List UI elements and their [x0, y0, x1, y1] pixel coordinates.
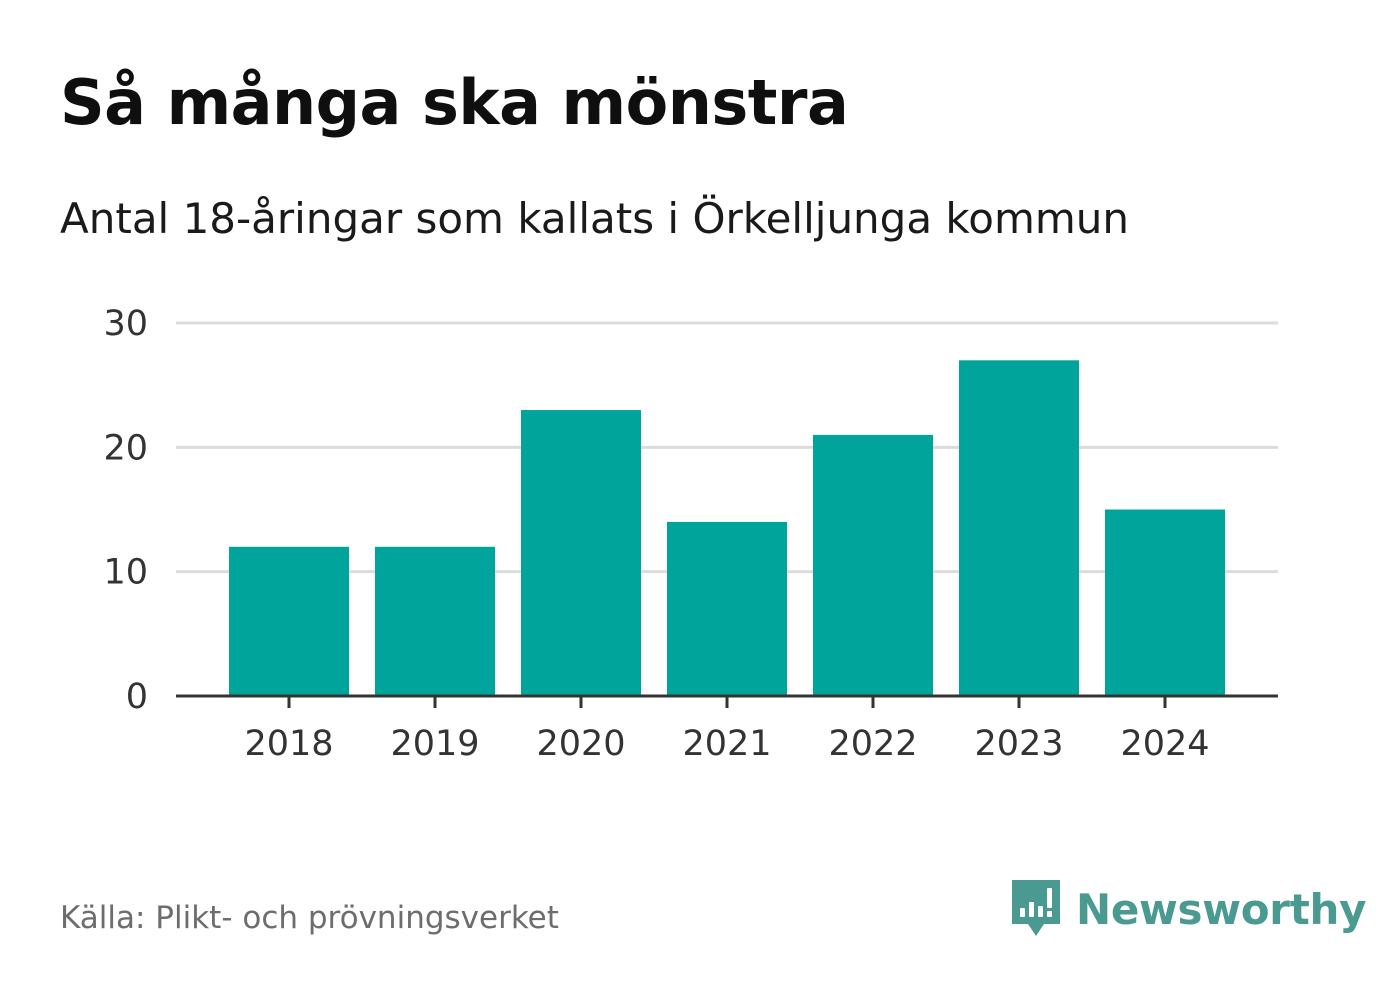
bars	[229, 360, 1225, 696]
bar-2022[interactable]	[813, 434, 933, 696]
brand-logo[interactable]: Newsworthy	[1010, 878, 1366, 940]
x-axis	[176, 694, 1278, 708]
x-tick-label: 2020	[536, 724, 625, 764]
brand-name: Newsworthy	[1076, 884, 1367, 934]
newsworthy-logo-icon	[1012, 880, 1060, 936]
y-tick-label: 30	[103, 304, 148, 344]
x-tick-label: 2023	[974, 724, 1063, 764]
x-axis-tick-labels: 2018 2019 2020 2021 2022 2023 2024	[244, 724, 1209, 764]
y-tick-label: 10	[103, 553, 148, 593]
y-axis-tick-labels: 0 10 20 30	[103, 304, 148, 717]
bar-2021[interactable]	[667, 521, 787, 696]
x-tick-label: 2018	[244, 724, 333, 764]
x-tick-label: 2024	[1120, 724, 1209, 764]
bar-2020[interactable]	[521, 410, 641, 696]
bar-chart: 0 10 20 30 2018 2019 2020 2021 2022 2023 2024	[103, 304, 1278, 764]
chart-subtitle: Antal 18-åringar som kallats i Örkelljun…	[60, 194, 1130, 243]
x-tick-label: 2019	[390, 724, 479, 764]
source-note: Källa: Plikt- och prövningsverket	[60, 900, 559, 936]
chart-title: Så många ska mönstra	[60, 66, 849, 139]
x-tick-label: 2022	[828, 724, 917, 764]
bar-2023[interactable]	[959, 360, 1079, 696]
y-tick-label: 20	[103, 428, 148, 468]
bar-2018[interactable]	[229, 546, 349, 696]
y-tick-label: 0	[126, 677, 148, 717]
bar-2024[interactable]	[1105, 509, 1225, 697]
x-tick-label: 2021	[682, 724, 771, 764]
bar-2019[interactable]	[375, 546, 495, 696]
